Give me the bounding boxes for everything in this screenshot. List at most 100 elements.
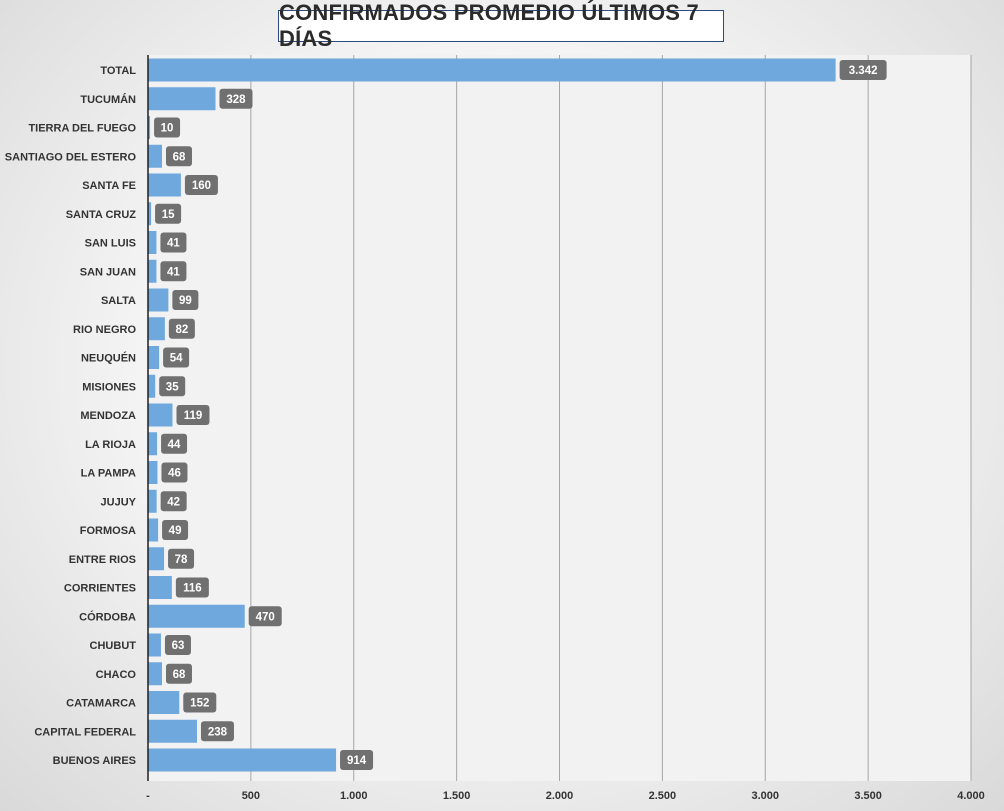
category-label: MISIONES: [82, 381, 136, 393]
category-label: CORRIENTES: [64, 583, 136, 595]
data-label: 41: [167, 266, 180, 278]
data-label-box: [160, 232, 187, 253]
data-label: 35: [166, 381, 179, 393]
bar: [148, 461, 158, 484]
category-label: TIERRA DEL FUEGO: [28, 123, 136, 135]
data-label-box: [155, 203, 182, 224]
category-label: SANTA CRUZ: [66, 209, 137, 221]
data-label-box: [248, 606, 282, 627]
data-label-box: [175, 577, 209, 598]
category-label: SANTIAGO DEL ESTERO: [5, 151, 137, 163]
bar: [148, 144, 162, 168]
bars: 3.342 328 10 68 160 15 41 41 99 82 54 35 119 44 46 42 49…: [148, 58, 887, 772]
category-label: SAN JUAN: [80, 266, 136, 278]
x-tick-label: 500: [242, 790, 260, 802]
data-label-box: [159, 376, 186, 397]
bar: [148, 288, 169, 312]
data-label: 54: [170, 353, 183, 365]
data-label: 44: [168, 439, 181, 451]
x-tick-label: 2.000: [546, 790, 574, 802]
category-label: NEUQUÉN: [81, 352, 136, 365]
data-label: 46: [168, 468, 181, 480]
data-label-box: [160, 491, 187, 512]
bar: [148, 58, 836, 82]
bar: [148, 432, 158, 456]
data-label: 15: [162, 209, 175, 221]
x-tick-label: 1.500: [443, 790, 471, 802]
category-label: SALTA: [101, 295, 136, 307]
category-label: RIO NEGRO: [73, 324, 136, 336]
category-label: FORMOSA: [80, 525, 136, 537]
category-label: CHACO: [96, 669, 137, 681]
data-label: 68: [173, 669, 186, 681]
data-label: 152: [190, 698, 209, 710]
data-label: 42: [167, 496, 180, 508]
bar: [148, 259, 157, 283]
data-label-box: [164, 635, 191, 655]
data-label: 99: [179, 295, 192, 307]
category-labels: TOTAL TUCUMÁN TIERRA DEL FUEGO SANTIAGO DEL…: [5, 65, 137, 767]
data-label: 63: [172, 640, 185, 652]
data-label-box: [165, 146, 192, 167]
data-label-box: [165, 663, 192, 684]
data-label: 68: [173, 151, 186, 163]
category-label: MENDOZA: [80, 410, 136, 422]
data-label-box: [162, 520, 189, 540]
data-label: 41: [167, 238, 180, 250]
category-label: SANTA FE: [82, 180, 136, 192]
bar: [148, 748, 337, 772]
x-tick-label: 1.000: [340, 790, 368, 802]
x-tick-label: 2.500: [649, 790, 677, 802]
category-label: ENTRE RIOS: [69, 554, 136, 566]
bar: [148, 317, 165, 341]
data-label: 914: [347, 755, 367, 767]
data-label-box: [161, 462, 188, 483]
x-tick-label: 3.500: [854, 790, 882, 802]
bar: [148, 576, 172, 599]
data-label-box: [168, 318, 195, 339]
bar: [148, 662, 162, 686]
category-label: CATAMARCA: [66, 698, 136, 710]
category-label: LA PAMPA: [81, 468, 136, 480]
data-label-box: [340, 750, 374, 770]
data-label: 470: [256, 611, 275, 623]
data-label-box: [161, 433, 188, 454]
category-label: CAPITAL FEDERAL: [34, 726, 136, 738]
data-label: 328: [226, 94, 246, 106]
category-label: CHUBUT: [90, 640, 137, 652]
bar: [148, 346, 160, 369]
category-label: TOTAL: [100, 65, 136, 77]
bar: [148, 374, 156, 398]
data-label-box: [172, 290, 199, 310]
category-label: CÓRDOBA: [79, 610, 136, 623]
bar: [148, 489, 157, 513]
category-label: SAN LUIS: [85, 238, 136, 250]
data-label: 49: [169, 525, 182, 537]
gridlines: [250, 55, 972, 781]
data-label: 10: [161, 123, 174, 135]
data-label-box: [839, 60, 887, 80]
bar: [148, 231, 157, 254]
data-label-box: [163, 347, 190, 368]
data-label-box: [176, 405, 210, 425]
x-axis-ticks: - 500 1.000 1.500 2.000 2.500 3.000 3.500 4.000: [146, 790, 985, 802]
category-label: JUJUY: [101, 496, 137, 508]
bar: [148, 719, 197, 743]
bar: [148, 87, 216, 111]
data-label-box: [184, 175, 218, 195]
bar: [148, 633, 161, 657]
category-label: LA RIOJA: [85, 439, 136, 451]
data-label-box: [160, 261, 187, 282]
x-tick-label: 3.000: [751, 790, 779, 802]
data-label: 160: [192, 180, 211, 192]
bar: [148, 547, 165, 571]
data-label: 238: [208, 726, 228, 738]
data-label-box: [154, 117, 181, 138]
bar: [148, 691, 180, 714]
bar: [148, 518, 159, 542]
data-label: 3.342: [849, 65, 878, 77]
data-label-box: [200, 721, 234, 742]
data-label-box: [168, 548, 195, 569]
bar: [148, 403, 173, 427]
